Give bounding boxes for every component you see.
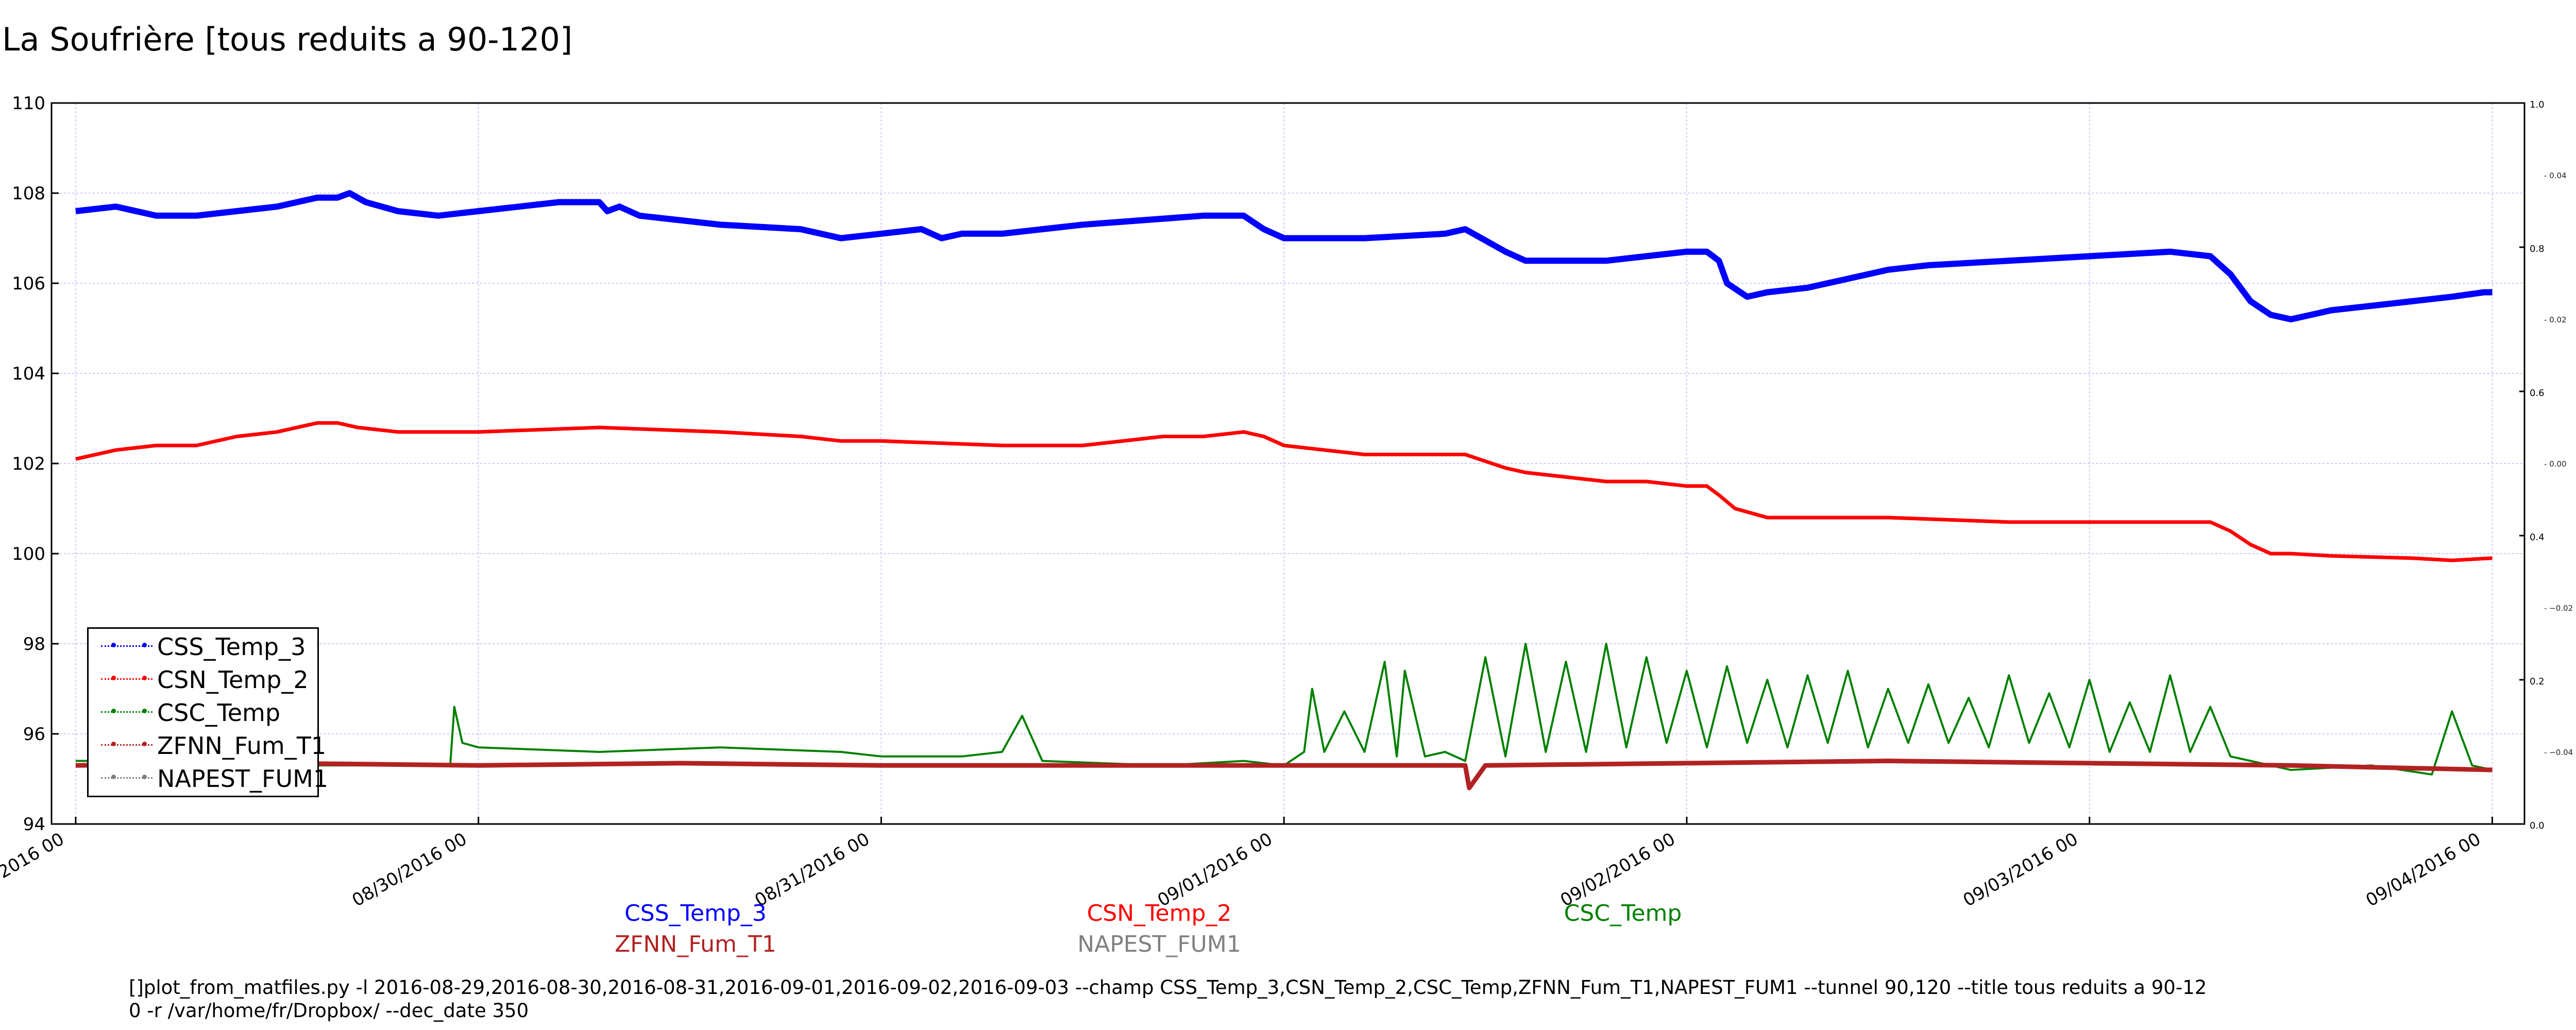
legend-label: CSN_Temp_2 [157, 666, 309, 694]
y-tick-label: 106 [12, 273, 45, 294]
y-tick-label: 98 [23, 634, 45, 655]
legend-item: CSC_Temp [89, 696, 317, 729]
y2-tick-label: 0.4 [2530, 532, 2545, 543]
series-label-zfnn-fum-t1: ZFNN_Fum_T1 [615, 931, 776, 957]
x-tick-label: 09/04/2016 00 [2362, 829, 2484, 911]
y2-tick-label: 1.0 [2530, 99, 2545, 110]
x-axis-ticks: 08/29/2016 00 08/30/2016 00 08/31/2016 00 0… [0, 817, 2493, 911]
y3-tick-label: - −0.02 [2544, 604, 2573, 613]
y3-tick-label: - 0.00 [2544, 459, 2567, 469]
series-line-css-temp-3 [75, 190, 2493, 322]
y-tick-label: 108 [12, 183, 45, 204]
series-line-zfnn-fum-t1 [75, 759, 2493, 791]
legend: CSS_Temp_3 CSN_Temp_2 CSC_Temp ZFNN_Fum_… [87, 627, 328, 797]
y2-tick-label: 0.2 [2530, 676, 2545, 687]
x-tick-label: 08/31/2016 00 [751, 829, 873, 911]
y-tick-label: 102 [12, 454, 45, 474]
command-line-text: []plot_from_matfiles.py -l 2016-08-29,20… [129, 976, 2207, 1022]
legend-item: CSN_Temp_2 [89, 663, 317, 696]
y2-tick-label: 0.6 [2530, 388, 2545, 399]
series-label-napest-fum1: NAPEST_FUM1 [1077, 931, 1241, 957]
x-tick-label: 08/30/2016 00 [349, 829, 471, 911]
series-line-csn-temp-2 [75, 421, 2493, 562]
y-tick-label: 110 [12, 93, 45, 114]
series-label-csc-temp: CSC_Temp [1564, 900, 1682, 926]
y3-tick-label: - 0.02 [2544, 315, 2567, 324]
x-tick-label: 08/29/2016 00 [0, 829, 67, 911]
legend-label: ZFNN_Fum_T1 [157, 732, 327, 760]
legend-label: NAPEST_FUM1 [157, 765, 329, 793]
y2-tick-label: 0.8 [2530, 244, 2545, 254]
legend-item: NAPEST_FUM1 [89, 762, 328, 795]
legend-label: CSS_Temp_3 [157, 633, 306, 661]
chart-title: La Soufrière [tous reduits a 90-120] [2, 21, 573, 58]
command-line-2: 0 -r /var/home/fr/Dropbox/ --dec_date 35… [129, 1000, 529, 1022]
y-tick-label: 104 [12, 364, 45, 384]
x-tick-label: 09/01/2016 00 [1154, 829, 1276, 911]
y3-tick-label: - −0.04 [2544, 748, 2573, 757]
x-tick-label: 09/02/2016 00 [1557, 829, 1679, 911]
y2-tick-label: 0.0 [2530, 820, 2545, 831]
legend-item: CSS_Temp_3 [89, 630, 317, 663]
y2-axis-ticks: 0.0 0.2 0.4 0.6 0.8 1.0 - −0.04 - −0.02 - 0.00 - … [2519, 99, 2573, 831]
y-tick-label: 96 [23, 724, 45, 745]
series-lines [75, 190, 2493, 791]
series-label-csn-temp-2: CSN_Temp_2 [1087, 900, 1232, 926]
y3-tick-label: - 0.04 [2544, 171, 2567, 180]
legend-item: ZFNN_Fum_T1 [89, 729, 326, 762]
series-label-css-temp-3: CSS_Temp_3 [624, 900, 767, 926]
series-line-csc-temp [75, 643, 2493, 776]
command-line-1: []plot_from_matfiles.py -l 2016-08-29,20… [129, 976, 2207, 999]
x-tick-label: 09/03/2016 00 [1960, 829, 2082, 911]
y-tick-label: 100 [12, 544, 45, 564]
y-tick-label: 94 [23, 814, 45, 835]
y-axis-ticks: 94 96 98 100 102 104 106 108 110 [12, 93, 59, 835]
legend-label: CSC_Temp [157, 699, 281, 727]
